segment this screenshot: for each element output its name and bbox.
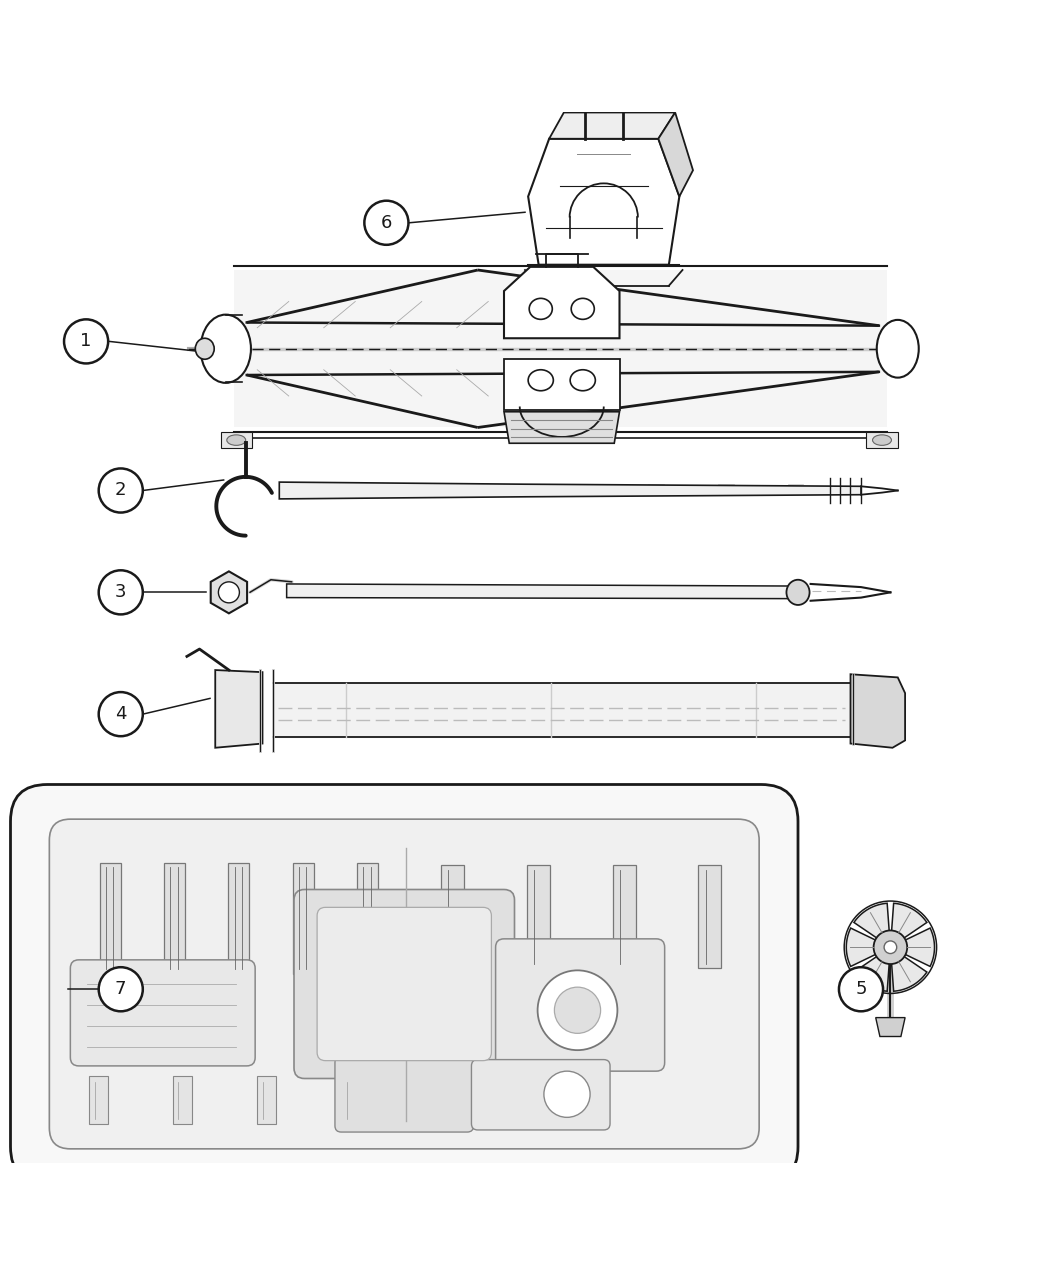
- FancyBboxPatch shape: [698, 866, 721, 968]
- Circle shape: [544, 1071, 590, 1117]
- FancyBboxPatch shape: [70, 960, 255, 1066]
- Polygon shape: [279, 482, 861, 499]
- Polygon shape: [504, 266, 620, 338]
- Ellipse shape: [227, 435, 246, 445]
- FancyBboxPatch shape: [173, 1076, 192, 1123]
- Circle shape: [99, 468, 143, 513]
- Polygon shape: [220, 432, 252, 449]
- FancyBboxPatch shape: [294, 890, 514, 1079]
- Ellipse shape: [877, 320, 919, 377]
- Polygon shape: [846, 928, 890, 966]
- Polygon shape: [211, 571, 247, 613]
- Ellipse shape: [873, 435, 891, 445]
- FancyBboxPatch shape: [229, 863, 250, 974]
- Text: 7: 7: [116, 980, 126, 998]
- Polygon shape: [549, 112, 675, 139]
- Circle shape: [839, 968, 883, 1011]
- Circle shape: [64, 319, 108, 363]
- Polygon shape: [215, 671, 262, 747]
- Circle shape: [99, 692, 143, 736]
- Text: 5: 5: [856, 980, 866, 998]
- FancyBboxPatch shape: [293, 863, 314, 974]
- Polygon shape: [287, 584, 798, 599]
- Ellipse shape: [571, 298, 594, 319]
- Circle shape: [364, 200, 408, 245]
- Polygon shape: [890, 928, 934, 966]
- Polygon shape: [854, 947, 890, 991]
- FancyBboxPatch shape: [164, 863, 185, 974]
- FancyBboxPatch shape: [357, 863, 378, 974]
- FancyBboxPatch shape: [341, 1076, 360, 1123]
- Ellipse shape: [529, 298, 552, 319]
- Text: 1: 1: [81, 333, 91, 351]
- FancyBboxPatch shape: [496, 938, 665, 1071]
- Text: 3: 3: [116, 584, 126, 602]
- Text: 2: 2: [116, 482, 126, 500]
- FancyBboxPatch shape: [10, 784, 798, 1183]
- Circle shape: [554, 987, 601, 1033]
- Ellipse shape: [570, 370, 595, 390]
- FancyBboxPatch shape: [49, 819, 759, 1149]
- Circle shape: [884, 941, 897, 954]
- FancyBboxPatch shape: [89, 1076, 108, 1123]
- Polygon shape: [234, 270, 887, 427]
- Circle shape: [99, 968, 143, 1011]
- Circle shape: [218, 581, 239, 603]
- FancyBboxPatch shape: [317, 908, 491, 1061]
- FancyBboxPatch shape: [52, 1181, 756, 1202]
- Polygon shape: [528, 139, 679, 265]
- FancyBboxPatch shape: [100, 863, 121, 974]
- Ellipse shape: [528, 370, 553, 390]
- FancyBboxPatch shape: [335, 1057, 474, 1132]
- Polygon shape: [866, 432, 898, 449]
- FancyBboxPatch shape: [46, 1153, 762, 1176]
- FancyBboxPatch shape: [612, 866, 635, 968]
- FancyBboxPatch shape: [56, 1193, 753, 1216]
- FancyBboxPatch shape: [441, 866, 464, 968]
- Polygon shape: [854, 903, 890, 947]
- Text: 4: 4: [116, 705, 126, 723]
- FancyBboxPatch shape: [527, 866, 550, 968]
- Polygon shape: [890, 947, 927, 991]
- FancyBboxPatch shape: [257, 1076, 276, 1123]
- Circle shape: [538, 970, 617, 1051]
- Polygon shape: [658, 112, 693, 196]
- Polygon shape: [890, 903, 927, 947]
- FancyBboxPatch shape: [471, 1060, 610, 1130]
- Polygon shape: [850, 674, 905, 747]
- Polygon shape: [504, 412, 620, 444]
- Ellipse shape: [201, 315, 251, 382]
- Ellipse shape: [195, 338, 214, 360]
- Polygon shape: [504, 360, 620, 409]
- Polygon shape: [876, 1017, 905, 1037]
- Circle shape: [99, 570, 143, 615]
- FancyBboxPatch shape: [49, 1167, 759, 1188]
- Text: 6: 6: [381, 214, 392, 232]
- FancyBboxPatch shape: [43, 1140, 765, 1162]
- Circle shape: [874, 931, 907, 964]
- Ellipse shape: [786, 580, 810, 604]
